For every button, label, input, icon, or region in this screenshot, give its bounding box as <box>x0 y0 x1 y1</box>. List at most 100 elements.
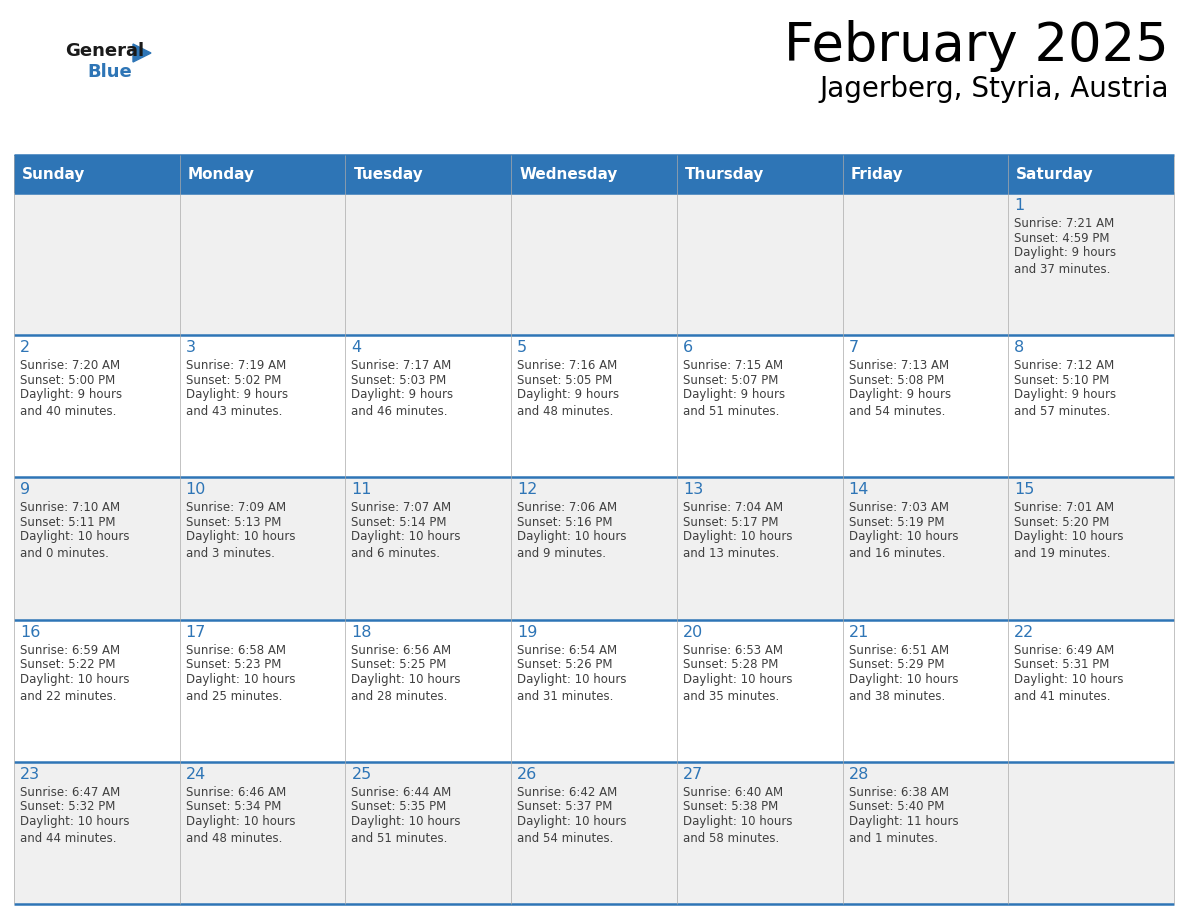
Text: Sunset: 5:03 PM: Sunset: 5:03 PM <box>352 374 447 386</box>
Text: Daylight: 9 hours
and 46 minutes.: Daylight: 9 hours and 46 minutes. <box>352 388 454 419</box>
Text: 13: 13 <box>683 482 703 498</box>
Text: Sunrise: 7:19 AM: Sunrise: 7:19 AM <box>185 359 286 372</box>
Bar <box>346 193 511 335</box>
Text: General: General <box>65 42 144 60</box>
Text: Sunrise: 7:07 AM: Sunrise: 7:07 AM <box>352 501 451 514</box>
Bar <box>14 762 179 904</box>
Text: Sunset: 5:28 PM: Sunset: 5:28 PM <box>683 658 778 671</box>
Text: Sunset: 5:37 PM: Sunset: 5:37 PM <box>517 800 613 813</box>
Text: 28: 28 <box>848 767 868 782</box>
Bar <box>677 620 842 762</box>
Text: 7: 7 <box>848 341 859 355</box>
Bar <box>1009 477 1174 620</box>
Bar <box>179 193 346 335</box>
Text: Sunrise: 6:40 AM: Sunrise: 6:40 AM <box>683 786 783 799</box>
Text: Sunrise: 6:58 AM: Sunrise: 6:58 AM <box>185 644 286 656</box>
Text: 4: 4 <box>352 341 361 355</box>
Text: Daylight: 10 hours
and 19 minutes.: Daylight: 10 hours and 19 minutes. <box>1015 531 1124 560</box>
Text: Sunrise: 7:21 AM: Sunrise: 7:21 AM <box>1015 217 1114 230</box>
Bar <box>1009 193 1174 335</box>
Text: Sunset: 5:26 PM: Sunset: 5:26 PM <box>517 658 613 671</box>
Text: Sunrise: 7:09 AM: Sunrise: 7:09 AM <box>185 501 286 514</box>
Text: 19: 19 <box>517 624 537 640</box>
Bar <box>346 762 511 904</box>
Text: Daylight: 10 hours
and 38 minutes.: Daylight: 10 hours and 38 minutes. <box>848 673 958 702</box>
Text: Daylight: 10 hours
and 0 minutes.: Daylight: 10 hours and 0 minutes. <box>20 531 129 560</box>
Text: 15: 15 <box>1015 482 1035 498</box>
Text: Sunset: 5:07 PM: Sunset: 5:07 PM <box>683 374 778 386</box>
Text: Daylight: 9 hours
and 54 minutes.: Daylight: 9 hours and 54 minutes. <box>848 388 950 419</box>
Bar <box>346 620 511 762</box>
Text: Daylight: 10 hours
and 22 minutes.: Daylight: 10 hours and 22 minutes. <box>20 673 129 702</box>
Text: Sunrise: 6:47 AM: Sunrise: 6:47 AM <box>20 786 120 799</box>
Text: Sunrise: 7:20 AM: Sunrise: 7:20 AM <box>20 359 120 372</box>
Text: Sunset: 5:31 PM: Sunset: 5:31 PM <box>1015 658 1110 671</box>
Text: Sunrise: 7:03 AM: Sunrise: 7:03 AM <box>848 501 948 514</box>
Text: 16: 16 <box>20 624 40 640</box>
Text: 1: 1 <box>1015 198 1024 213</box>
Text: Daylight: 9 hours
and 48 minutes.: Daylight: 9 hours and 48 minutes. <box>517 388 619 419</box>
Text: 22: 22 <box>1015 624 1035 640</box>
Text: Sunset: 5:20 PM: Sunset: 5:20 PM <box>1015 516 1110 529</box>
Text: Sunrise: 6:49 AM: Sunrise: 6:49 AM <box>1015 644 1114 656</box>
Text: Daylight: 9 hours
and 57 minutes.: Daylight: 9 hours and 57 minutes. <box>1015 388 1117 419</box>
Text: 8: 8 <box>1015 341 1024 355</box>
Text: Sunrise: 7:04 AM: Sunrise: 7:04 AM <box>683 501 783 514</box>
Text: 6: 6 <box>683 341 693 355</box>
Text: 2: 2 <box>20 341 30 355</box>
Bar <box>677 762 842 904</box>
Bar <box>179 620 346 762</box>
Text: Daylight: 10 hours
and 48 minutes.: Daylight: 10 hours and 48 minutes. <box>185 815 295 845</box>
Text: Sunrise: 7:17 AM: Sunrise: 7:17 AM <box>352 359 451 372</box>
Bar <box>14 193 179 335</box>
Bar <box>346 477 511 620</box>
Text: Sunrise: 6:54 AM: Sunrise: 6:54 AM <box>517 644 618 656</box>
Bar <box>14 477 179 620</box>
Text: 24: 24 <box>185 767 206 782</box>
Bar <box>511 477 677 620</box>
Text: Sunset: 5:14 PM: Sunset: 5:14 PM <box>352 516 447 529</box>
Polygon shape <box>133 44 151 62</box>
Text: Daylight: 10 hours
and 58 minutes.: Daylight: 10 hours and 58 minutes. <box>683 815 792 845</box>
Text: Sunrise: 7:10 AM: Sunrise: 7:10 AM <box>20 501 120 514</box>
Bar <box>14 335 179 477</box>
Text: 17: 17 <box>185 624 206 640</box>
Bar <box>1009 762 1174 904</box>
Bar <box>346 335 511 477</box>
Text: Tuesday: Tuesday <box>353 166 423 182</box>
Text: 14: 14 <box>848 482 868 498</box>
Text: Thursday: Thursday <box>684 166 764 182</box>
Bar <box>842 620 1009 762</box>
Text: Jagerberg, Styria, Austria: Jagerberg, Styria, Austria <box>820 75 1169 103</box>
Text: Sunset: 5:34 PM: Sunset: 5:34 PM <box>185 800 282 813</box>
Bar <box>842 762 1009 904</box>
Text: Sunrise: 7:12 AM: Sunrise: 7:12 AM <box>1015 359 1114 372</box>
Text: Sunset: 5:02 PM: Sunset: 5:02 PM <box>185 374 282 386</box>
Text: Daylight: 10 hours
and 16 minutes.: Daylight: 10 hours and 16 minutes. <box>848 531 958 560</box>
Bar <box>511 335 677 477</box>
Bar <box>14 620 179 762</box>
Text: Sunrise: 7:01 AM: Sunrise: 7:01 AM <box>1015 501 1114 514</box>
Text: Daylight: 10 hours
and 31 minutes.: Daylight: 10 hours and 31 minutes. <box>517 673 626 702</box>
Text: Sunrise: 6:51 AM: Sunrise: 6:51 AM <box>848 644 949 656</box>
Text: 26: 26 <box>517 767 537 782</box>
Text: Daylight: 10 hours
and 6 minutes.: Daylight: 10 hours and 6 minutes. <box>352 531 461 560</box>
Bar <box>677 335 842 477</box>
Text: Daylight: 11 hours
and 1 minutes.: Daylight: 11 hours and 1 minutes. <box>848 815 959 845</box>
Text: Sunset: 5:13 PM: Sunset: 5:13 PM <box>185 516 282 529</box>
Bar <box>1009 335 1174 477</box>
Text: Sunrise: 7:16 AM: Sunrise: 7:16 AM <box>517 359 618 372</box>
Text: 25: 25 <box>352 767 372 782</box>
Text: 9: 9 <box>20 482 30 498</box>
Text: Daylight: 10 hours
and 9 minutes.: Daylight: 10 hours and 9 minutes. <box>517 531 626 560</box>
Text: Sunrise: 6:59 AM: Sunrise: 6:59 AM <box>20 644 120 656</box>
Text: 3: 3 <box>185 341 196 355</box>
Text: 21: 21 <box>848 624 868 640</box>
Text: 12: 12 <box>517 482 537 498</box>
Text: Sunset: 5:32 PM: Sunset: 5:32 PM <box>20 800 115 813</box>
Text: Daylight: 9 hours
and 40 minutes.: Daylight: 9 hours and 40 minutes. <box>20 388 122 419</box>
Text: Saturday: Saturday <box>1016 166 1094 182</box>
Text: Daylight: 10 hours
and 41 minutes.: Daylight: 10 hours and 41 minutes. <box>1015 673 1124 702</box>
Text: Sunrise: 6:46 AM: Sunrise: 6:46 AM <box>185 786 286 799</box>
Text: Daylight: 9 hours
and 37 minutes.: Daylight: 9 hours and 37 minutes. <box>1015 246 1117 276</box>
